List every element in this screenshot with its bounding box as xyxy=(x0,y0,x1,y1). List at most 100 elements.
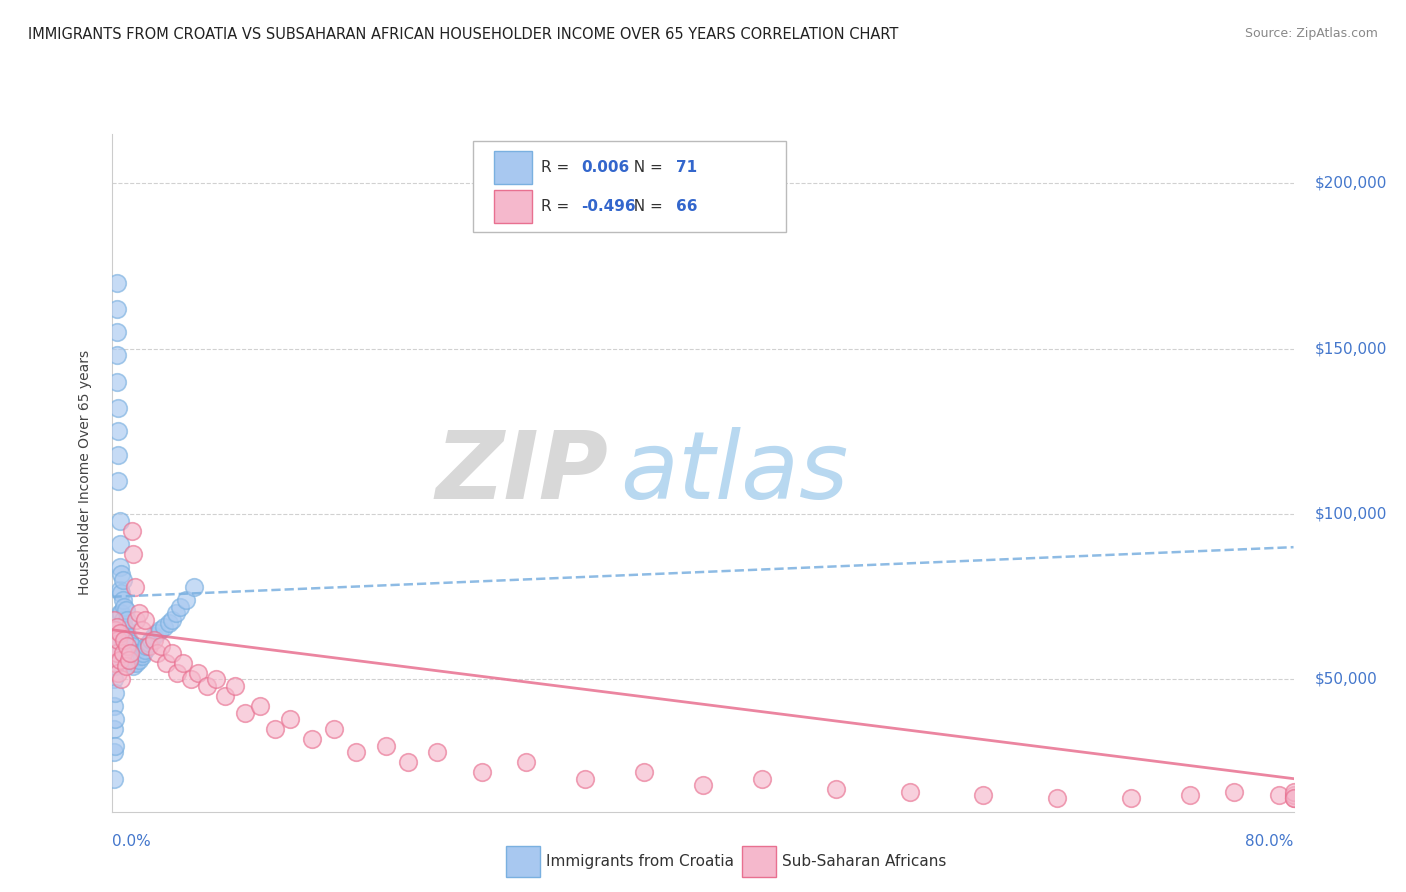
Point xyxy=(117,640,138,654)
Point xyxy=(129,646,152,660)
FancyBboxPatch shape xyxy=(494,190,531,223)
Point xyxy=(107,448,129,462)
Point xyxy=(107,474,129,488)
Point xyxy=(104,739,127,753)
Point xyxy=(110,607,132,621)
Point xyxy=(114,603,136,617)
Point xyxy=(187,665,209,680)
Point xyxy=(142,632,165,647)
Text: N =: N = xyxy=(624,199,668,214)
Point xyxy=(1282,791,1305,805)
Point xyxy=(107,665,129,680)
Point xyxy=(233,706,256,720)
Point xyxy=(105,646,128,660)
Text: R =: R = xyxy=(541,199,574,214)
Point xyxy=(120,636,142,650)
Point xyxy=(131,623,153,637)
Point xyxy=(112,640,135,654)
Point xyxy=(134,642,156,657)
Point xyxy=(110,566,132,581)
Text: Source: ZipAtlas.com: Source: ZipAtlas.com xyxy=(1244,27,1378,40)
Point xyxy=(118,632,141,647)
Point xyxy=(344,745,367,759)
Point xyxy=(146,626,169,640)
Point xyxy=(132,646,155,660)
Point xyxy=(103,613,125,627)
Point xyxy=(1282,788,1305,802)
Point xyxy=(111,593,134,607)
Text: $150,000: $150,000 xyxy=(1315,342,1386,356)
Point xyxy=(205,673,228,687)
Point xyxy=(973,788,995,802)
Point xyxy=(104,659,127,673)
Text: Sub-Saharan Africans: Sub-Saharan Africans xyxy=(782,855,946,870)
Point xyxy=(105,375,128,389)
Point xyxy=(105,276,128,290)
Point xyxy=(117,630,138,644)
Point xyxy=(146,646,169,660)
Point xyxy=(112,632,135,647)
Point xyxy=(374,739,396,753)
Text: $100,000: $100,000 xyxy=(1315,507,1386,522)
Point xyxy=(224,679,246,693)
Point xyxy=(111,573,134,587)
Point xyxy=(160,613,183,627)
Point xyxy=(470,765,494,780)
Point xyxy=(1119,791,1142,805)
Point xyxy=(122,659,145,673)
Point xyxy=(150,640,173,654)
Point xyxy=(142,630,165,644)
Point xyxy=(124,580,146,594)
Point xyxy=(107,632,129,647)
Text: 80.0%: 80.0% xyxy=(1246,834,1294,849)
Point xyxy=(114,642,136,657)
Point xyxy=(118,649,141,664)
Point xyxy=(107,401,129,416)
Point xyxy=(1282,791,1305,805)
Point xyxy=(155,656,177,670)
Point xyxy=(515,755,537,769)
Point xyxy=(195,679,218,693)
Point xyxy=(139,632,162,647)
Point xyxy=(108,652,131,666)
Point xyxy=(131,649,153,664)
Y-axis label: Householder Income Over 65 years: Householder Income Over 65 years xyxy=(77,351,91,595)
Point xyxy=(105,348,128,362)
Point xyxy=(174,593,197,607)
Text: R =: R = xyxy=(541,160,574,175)
FancyBboxPatch shape xyxy=(742,847,776,878)
Point xyxy=(108,537,131,551)
Point xyxy=(108,560,131,574)
Point xyxy=(138,640,160,654)
Point xyxy=(103,772,125,786)
Point xyxy=(111,613,134,627)
FancyBboxPatch shape xyxy=(506,847,540,878)
Point xyxy=(111,646,134,660)
Point xyxy=(103,673,125,687)
Point xyxy=(121,640,143,654)
Text: 71: 71 xyxy=(676,160,697,175)
Point xyxy=(633,765,655,780)
Point xyxy=(108,626,131,640)
Point xyxy=(1178,788,1201,802)
Point xyxy=(135,640,157,654)
Point xyxy=(160,646,183,660)
Point xyxy=(125,656,148,670)
Point xyxy=(121,524,143,538)
Point xyxy=(103,745,125,759)
Point xyxy=(169,599,191,614)
Text: 66: 66 xyxy=(676,199,697,214)
Point xyxy=(104,686,127,700)
Point xyxy=(104,656,127,670)
Point xyxy=(1046,791,1069,805)
Text: N =: N = xyxy=(624,160,668,175)
Point xyxy=(166,665,188,680)
Point xyxy=(323,722,346,736)
Point xyxy=(104,632,127,647)
Point xyxy=(692,778,714,792)
Point xyxy=(108,583,131,598)
Point xyxy=(110,586,132,600)
Point xyxy=(824,781,846,796)
Point xyxy=(1268,788,1291,802)
Point xyxy=(112,599,135,614)
